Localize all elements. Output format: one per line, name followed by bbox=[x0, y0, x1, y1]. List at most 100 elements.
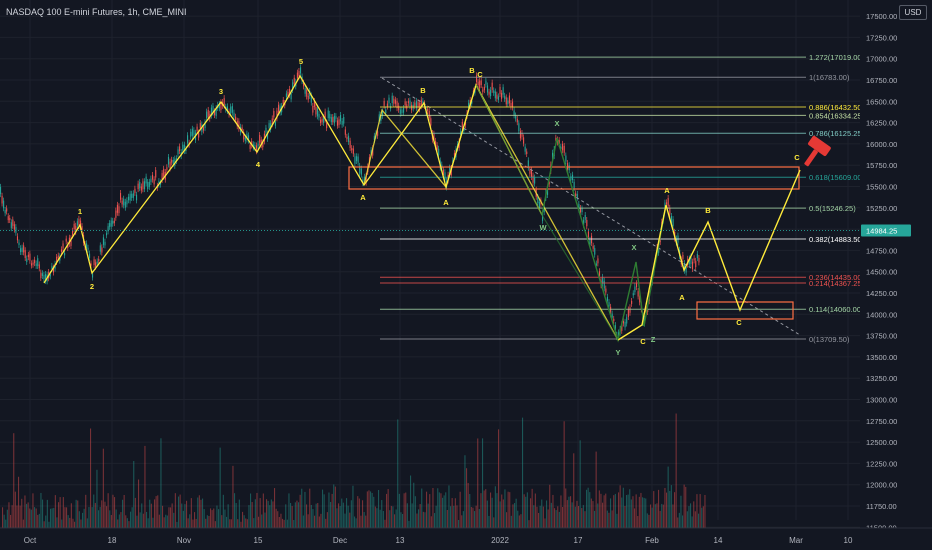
volume-bar bbox=[515, 498, 517, 530]
fib-level-label: 0.114(14060.00) bbox=[809, 305, 864, 314]
volume-bar bbox=[691, 516, 693, 530]
candle-body bbox=[34, 259, 36, 264]
candle-body bbox=[226, 106, 229, 111]
volume-bar bbox=[152, 517, 154, 530]
volume-bar bbox=[640, 492, 642, 530]
volume-bar bbox=[523, 494, 525, 530]
volume-bar bbox=[592, 501, 594, 530]
candle-body bbox=[76, 221, 78, 226]
volume-bar bbox=[288, 493, 290, 530]
candle-body bbox=[622, 321, 625, 324]
volume-bar bbox=[619, 485, 621, 530]
volume-bar bbox=[610, 498, 612, 530]
volume-bar bbox=[315, 503, 317, 530]
price-tick-label: 17250.00 bbox=[866, 33, 897, 42]
volume-bar bbox=[227, 504, 229, 530]
symbol-title[interactable]: NASDAQ 100 E-mini Futures, 1h, CME_MINI bbox=[6, 7, 187, 17]
candle-body bbox=[262, 142, 264, 148]
volume-bar bbox=[462, 511, 464, 530]
candle-body bbox=[67, 244, 69, 249]
volume-bar bbox=[317, 503, 319, 530]
volume-bar bbox=[312, 509, 314, 530]
volume-bar bbox=[622, 487, 624, 530]
candle-body bbox=[534, 177, 536, 184]
candle-body bbox=[120, 193, 122, 200]
volume-bar bbox=[34, 507, 36, 530]
candle-body bbox=[267, 133, 269, 139]
candle-body bbox=[474, 89, 476, 93]
volume-bar bbox=[314, 515, 316, 530]
candle-body bbox=[414, 102, 416, 107]
candle-body bbox=[104, 241, 106, 246]
volume-bar bbox=[109, 510, 111, 530]
volume-bar bbox=[59, 497, 61, 530]
candle-body bbox=[273, 111, 275, 118]
volume-bar bbox=[64, 507, 66, 530]
candle-body bbox=[7, 216, 9, 221]
volume-bar bbox=[235, 502, 237, 530]
volume-bar bbox=[200, 499, 202, 530]
volume-bar bbox=[238, 499, 240, 530]
volume-bar bbox=[362, 500, 364, 530]
volume-bar bbox=[654, 504, 656, 530]
volume-bar bbox=[560, 495, 562, 530]
candle-body bbox=[324, 111, 326, 120]
candle-body bbox=[72, 230, 74, 236]
volume-bar bbox=[458, 519, 460, 530]
candle-body bbox=[56, 256, 58, 262]
candle-body bbox=[41, 273, 43, 277]
candle-body bbox=[664, 202, 666, 208]
volume-bar bbox=[341, 498, 343, 530]
candle-body bbox=[598, 271, 601, 277]
candle-body bbox=[60, 249, 63, 252]
time-tick-label: 10 bbox=[844, 536, 853, 545]
volume-bar bbox=[598, 490, 600, 530]
candle-body bbox=[515, 115, 517, 119]
volume-bar bbox=[533, 505, 535, 530]
candle-body bbox=[153, 179, 155, 185]
candle-body bbox=[230, 106, 232, 114]
candle-body bbox=[296, 72, 298, 79]
candle-body bbox=[6, 208, 8, 212]
volume-bar bbox=[38, 513, 40, 530]
hammer-handle bbox=[804, 149, 818, 167]
candle-body bbox=[10, 222, 12, 229]
candle-body bbox=[521, 133, 523, 137]
volume-bar bbox=[339, 506, 341, 530]
volume-bar bbox=[694, 511, 696, 530]
candle-body bbox=[388, 97, 390, 104]
volume-bar bbox=[325, 518, 327, 530]
candle-body bbox=[398, 105, 400, 110]
candle-body bbox=[177, 149, 179, 155]
volume-bar bbox=[211, 510, 213, 530]
volume-bar bbox=[309, 488, 311, 530]
candle-body bbox=[352, 148, 354, 154]
volume-bar bbox=[203, 509, 205, 530]
candle-body bbox=[516, 118, 518, 123]
volume-bar bbox=[51, 508, 53, 530]
candle-body bbox=[570, 176, 572, 180]
volume-bar bbox=[632, 496, 634, 530]
volume-bar bbox=[19, 505, 21, 530]
volume-bar bbox=[138, 479, 140, 530]
volume-bar bbox=[133, 460, 135, 530]
wave-label: C bbox=[794, 153, 800, 162]
volume-bar bbox=[507, 491, 509, 530]
candle-body bbox=[477, 81, 479, 86]
currency-button[interactable]: USD bbox=[899, 5, 927, 20]
wave-label: 3 bbox=[219, 87, 223, 96]
candle-body bbox=[285, 93, 287, 97]
candle-body bbox=[552, 152, 554, 160]
volume-bar bbox=[344, 513, 346, 530]
volume-histogram bbox=[2, 413, 706, 530]
candle-body bbox=[73, 223, 75, 230]
time-tick-label: Feb bbox=[645, 536, 659, 545]
volume-bar bbox=[642, 497, 644, 530]
volume-bar bbox=[544, 518, 546, 530]
wave-label: B bbox=[469, 66, 475, 75]
candle-body bbox=[137, 183, 139, 190]
candle-body bbox=[406, 104, 408, 109]
abc-wave-lines bbox=[363, 83, 619, 341]
volume-bar bbox=[376, 508, 378, 530]
